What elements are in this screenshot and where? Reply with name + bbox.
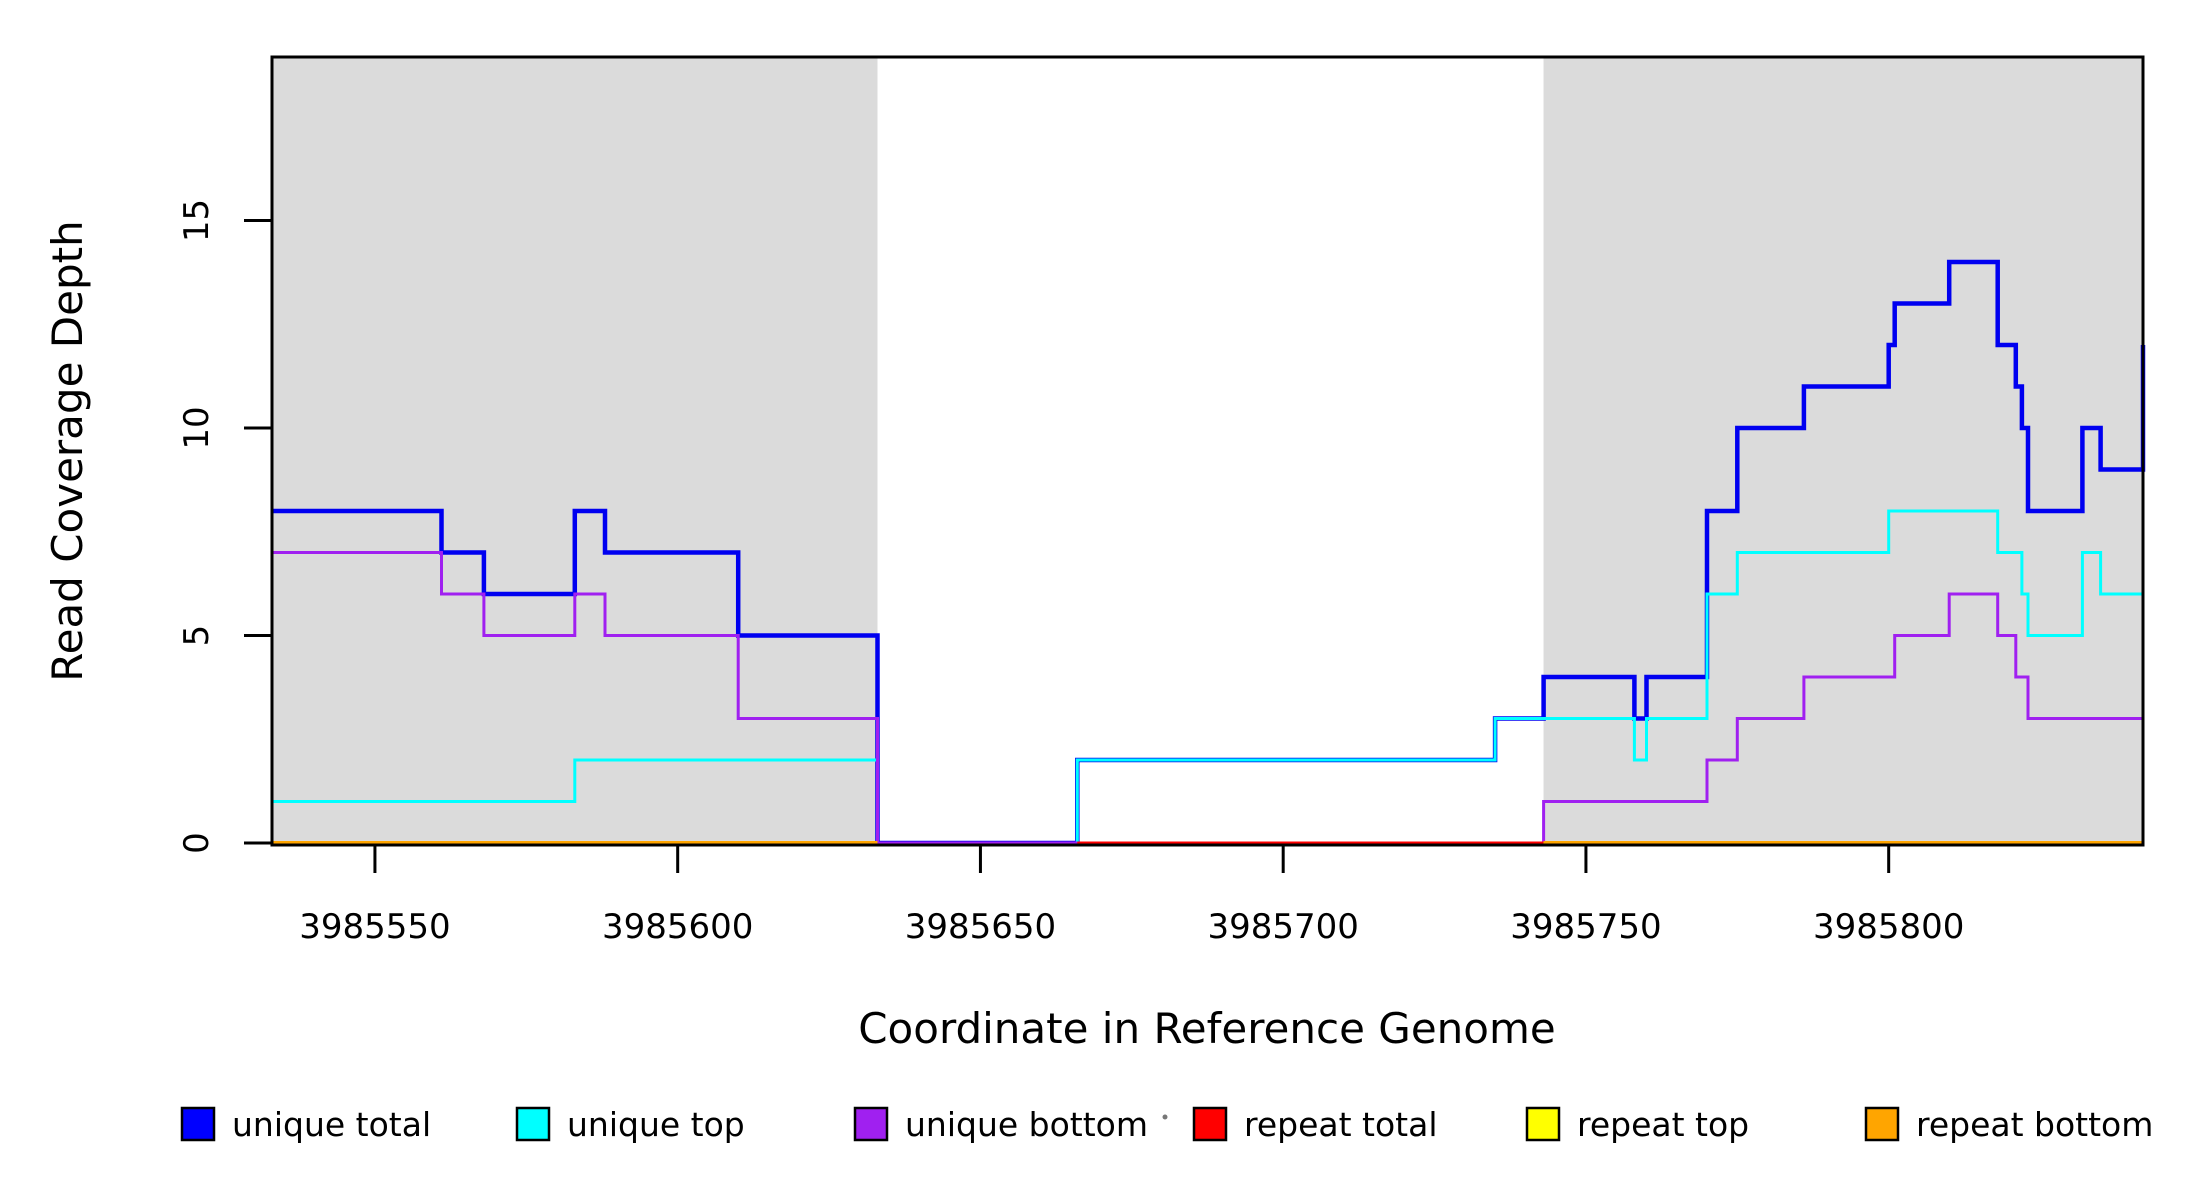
y-tick-label: 5 — [177, 625, 217, 647]
legend-label: repeat bottom — [1916, 1105, 2153, 1144]
x-tick-label: 3985700 — [1207, 907, 1358, 947]
y-axis-title: Read Coverage Depth — [43, 220, 92, 681]
legend-swatch-repeat-bottom — [1864, 1106, 1900, 1142]
y-tick-label: 10 — [177, 406, 217, 449]
y-axis-ticks: 0 5 10 15 — [177, 199, 272, 854]
series-unique-total — [272, 259, 2146, 846]
y-tick-label: 0 — [177, 832, 217, 854]
repeat-region-rect — [1543, 57, 2143, 845]
x-axis-title: Coordinate in Reference Genome — [858, 1004, 1556, 1053]
x-tick-label: 3985650 — [905, 907, 1056, 947]
legend-swatch-unique-bottom — [853, 1106, 889, 1142]
legend: unique total unique top unique bottom repea… — [180, 1105, 2153, 1144]
legend-swatch-unique-total — [180, 1106, 216, 1142]
x-tick-label: 3985600 — [602, 907, 753, 947]
x-tick-label: 3985550 — [299, 907, 450, 947]
series-unique-bottom — [272, 551, 2145, 845]
legend-label: unique total — [232, 1105, 431, 1144]
legend-label: unique top — [567, 1105, 745, 1144]
x-tick-label: 3985750 — [1510, 907, 1661, 947]
legend-swatch-unique-top — [515, 1106, 551, 1142]
plot-border-box — [270, 55, 2145, 847]
x-axis-ticks: 3985550 3985600 3985650 3985700 3985750 39858… — [299, 845, 1964, 947]
x-tick-label: 3985800 — [1813, 907, 1964, 947]
legend-swatch-repeat-total — [1192, 1106, 1228, 1142]
legend-label: repeat total — [1244, 1105, 1438, 1144]
stray-dot — [1162, 1114, 1168, 1120]
legend-label: unique bottom — [905, 1105, 1148, 1144]
legend-label: repeat top — [1577, 1105, 1749, 1144]
coverage-step-lines — [272, 259, 2146, 846]
repeat-region-shading — [272, 57, 2143, 845]
legend-swatch-repeat-top — [1525, 1106, 1561, 1142]
y-tick-label: 15 — [177, 199, 217, 242]
repeat-region-rect — [272, 57, 878, 845]
